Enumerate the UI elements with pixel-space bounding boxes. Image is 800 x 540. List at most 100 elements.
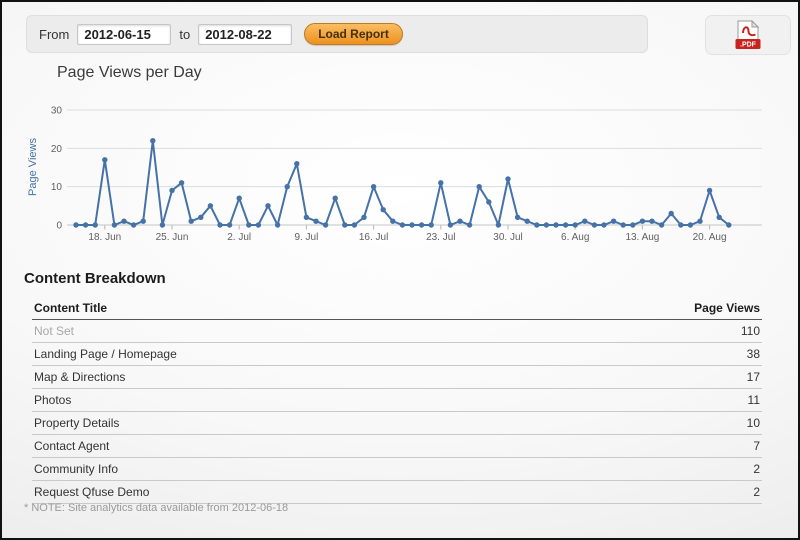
chart-point[interactable] [534,222,540,228]
chart-point[interactable] [178,180,185,186]
chart-point[interactable] [466,222,473,228]
content-title-cell: Contact Agent [32,434,527,458]
chart-point[interactable] [678,222,684,228]
chart-point[interactable] [399,222,406,228]
chart-point[interactable] [706,187,713,194]
chart-point[interactable] [697,218,703,224]
to-label: to [179,26,191,42]
chart-point[interactable] [169,187,175,194]
chart-point[interactable] [294,161,300,167]
y-tick-label: 20 [51,144,63,155]
chart-point[interactable] [514,214,521,220]
chart-point[interactable] [265,203,271,209]
chart-point[interactable] [284,184,290,190]
content-breakdown-table: Content Title Page Views Not Set 110 Lan… [32,298,762,504]
chart-point[interactable] [351,222,358,228]
chart-point[interactable] [198,214,204,220]
table-row: Request Qfuse Demo 2 [32,480,762,504]
chart-point[interactable] [553,222,559,228]
chart-point[interactable] [572,222,578,228]
chart-point[interactable] [418,222,425,228]
chart-point[interactable] [188,218,194,224]
y-tick-label: 0 [56,221,62,232]
chart-point[interactable] [639,218,646,224]
x-tick-label: 13. Aug [625,232,659,243]
column-header-content-title: Content Title [32,298,527,320]
export-pdf-button[interactable]: .PDF [705,15,791,55]
chart-point[interactable] [601,222,607,228]
chart-point[interactable] [313,218,319,224]
chart-point[interactable] [140,218,146,224]
chart-point[interactable] [543,222,550,228]
date-range-toolbar: From to Load Report [26,15,648,53]
pdf-icon: .PDF [735,20,761,49]
chart-point[interactable] [111,222,118,228]
chart-point[interactable] [716,214,722,220]
chart-point[interactable] [255,222,262,228]
chart-point[interactable] [428,222,434,228]
chart-point[interactable] [562,222,569,228]
chart-point[interactable] [505,176,511,182]
table-row: Property Details 10 [32,411,762,435]
chart-point[interactable] [121,218,127,224]
chart-point[interactable] [409,222,415,228]
column-header-page-views: Page Views [526,298,762,320]
content-title-cell: Property Details [32,411,527,435]
chart-point[interactable] [620,222,626,228]
chart-point[interactable] [687,222,694,228]
chart-point[interactable] [591,222,598,228]
chart-point[interactable] [582,218,588,224]
chart-point[interactable] [92,222,98,228]
chart-point[interactable] [274,222,281,228]
table-row: Photos 11 [32,388,762,412]
chart-point[interactable] [438,180,444,186]
content-title-cell: Request Qfuse Demo [32,480,527,504]
table-row: Landing Page / Homepage 38 [32,342,762,366]
chart-point[interactable] [476,184,482,190]
chart-point[interactable] [342,222,348,228]
page-views-cell: 10 [526,411,762,435]
chart-point[interactable] [236,195,242,201]
load-report-button[interactable]: Load Report [304,23,403,45]
chart-point[interactable] [630,222,636,228]
chart-point[interactable] [322,222,329,228]
chart-point[interactable] [332,195,338,201]
chart-point[interactable] [447,222,454,228]
chart-point[interactable] [207,203,214,209]
chart-point[interactable] [159,222,166,228]
chart-point[interactable] [457,218,463,224]
page-views-cell: 17 [526,365,762,389]
chart-point[interactable] [370,184,377,190]
chart-point[interactable] [303,214,310,220]
chart-point[interactable] [390,218,396,224]
page-views-cell: 11 [526,388,762,412]
chart-point[interactable] [658,222,665,228]
chart-point[interactable] [150,138,156,144]
chart-point[interactable] [82,222,89,228]
content-title-cell: Landing Page / Homepage [32,342,527,366]
from-date-input[interactable] [77,23,172,45]
x-tick-label: 6. Aug [561,232,589,243]
table-row: Not Set 110 [32,319,762,343]
table-row: Contact Agent 7 [32,434,762,458]
chart-point[interactable] [73,222,79,228]
chart-point[interactable] [486,199,492,205]
page-views-chart: Page Views 0 10 20 30 18. Jun 25. Jun 2. Jul 9.… [27,106,762,243]
chart-point[interactable] [726,222,732,228]
chart-point[interactable] [361,214,367,220]
chart-point[interactable] [524,218,530,224]
chart-point[interactable] [495,222,502,228]
y-tick-label: 30 [51,106,63,117]
chart-point[interactable] [380,207,386,213]
chart-point[interactable] [668,210,674,217]
chart-point[interactable] [246,222,252,228]
chart-point[interactable] [130,222,137,228]
to-date-input[interactable] [198,23,293,45]
chart-point[interactable] [226,222,233,228]
y-axis-title: Page Views [27,138,39,196]
chart-point[interactable] [102,157,108,163]
chart-point[interactable] [649,218,655,224]
chart-point[interactable] [610,218,617,224]
chart-point[interactable] [217,222,223,228]
